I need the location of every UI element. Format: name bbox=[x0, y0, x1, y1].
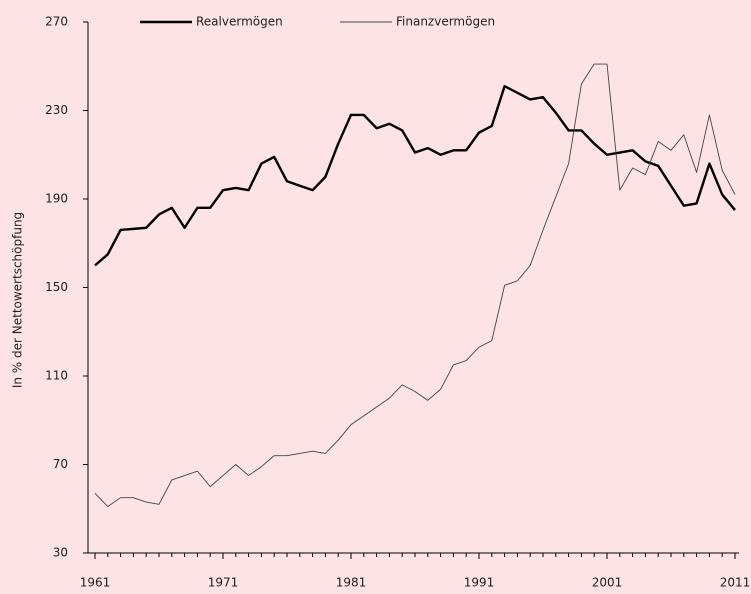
y-tick-label: 150 bbox=[45, 280, 68, 294]
x-tick-label: 1971 bbox=[208, 576, 239, 590]
x-tick-label: 1961 bbox=[80, 576, 111, 590]
data-line bbox=[94, 84, 736, 267]
x-tick-label: 1991 bbox=[464, 576, 495, 590]
data-line bbox=[94, 63, 736, 507]
y-tick-label: 70 bbox=[53, 457, 68, 471]
y-axis-label: In % der Nettowertschöpfung bbox=[11, 212, 25, 388]
x-tick-label: 2011 bbox=[720, 576, 751, 590]
y-tick-label: 30 bbox=[53, 546, 68, 560]
x-tick-label: 1981 bbox=[336, 576, 367, 590]
x-tick-label: 2001 bbox=[592, 576, 623, 590]
y-tick-label: 230 bbox=[45, 103, 68, 117]
legend-label: Realvermögen bbox=[196, 15, 283, 29]
y-tick-label: 110 bbox=[45, 369, 68, 383]
legend-label: Finanzvermögen bbox=[396, 15, 495, 29]
y-tick-label: 270 bbox=[45, 15, 68, 29]
y-tick-label: 190 bbox=[45, 192, 68, 206]
